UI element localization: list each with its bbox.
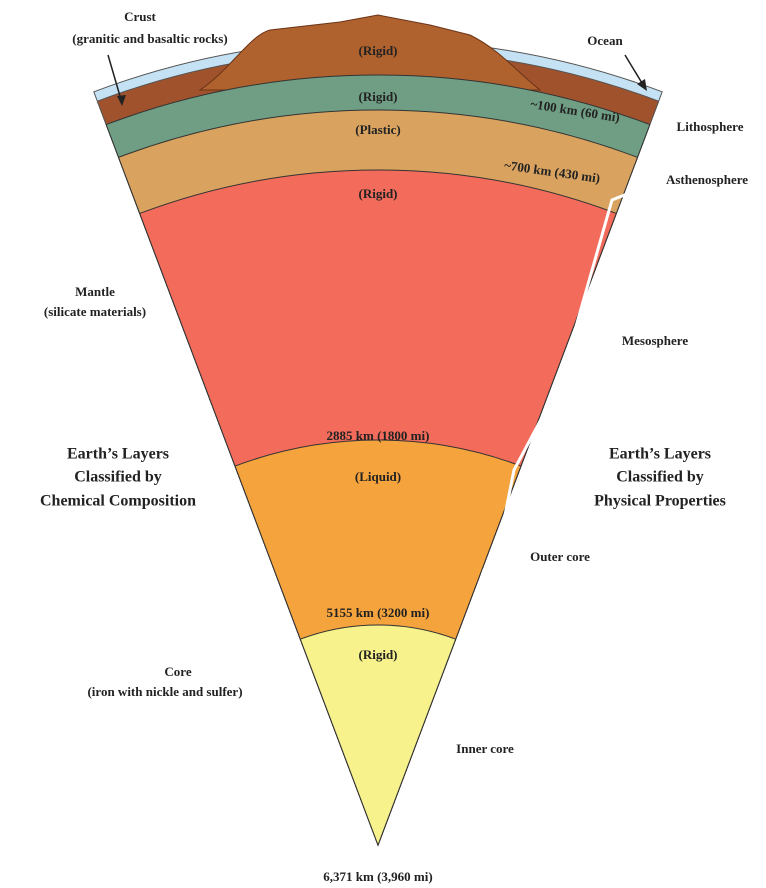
label: (silicate materials) bbox=[44, 304, 146, 319]
label: Crust bbox=[124, 9, 156, 24]
label: Core bbox=[164, 664, 191, 679]
heading: Physical Properties bbox=[594, 493, 726, 510]
label: Ocean bbox=[587, 33, 623, 48]
label: (iron with nickle and sulfer) bbox=[87, 684, 242, 699]
physical-label: Lithosphere bbox=[677, 119, 744, 134]
earth-layers-diagram: Crust (granitic and basaltic rocks) Ocea… bbox=[0, 0, 766, 888]
physical-label: Asthenosphere bbox=[666, 172, 748, 187]
physical-label: Mesosphere bbox=[622, 333, 688, 348]
heading: Chemical Composition bbox=[40, 493, 196, 510]
state-label: (Rigid) bbox=[359, 186, 398, 201]
state-label: (Liquid) bbox=[355, 469, 401, 484]
label: Mantle bbox=[75, 284, 115, 299]
physical-label: Inner core bbox=[456, 741, 514, 756]
physical-label: Outer core bbox=[530, 549, 590, 564]
heading: Earth’s Layers bbox=[67, 446, 169, 463]
heading: Earth’s Layers bbox=[609, 446, 711, 463]
label: (granitic and basaltic rocks) bbox=[72, 31, 227, 46]
state-label: (Plastic) bbox=[355, 122, 400, 137]
state-label: (Rigid) bbox=[359, 43, 398, 58]
state-label: (Rigid) bbox=[359, 89, 398, 104]
heading: Classified by bbox=[74, 469, 162, 486]
depth-label: 5155 km (3200 mi) bbox=[327, 605, 430, 620]
heading: Classified by bbox=[616, 469, 704, 486]
depth-label: 6,371 km (3,960 mi) bbox=[323, 869, 432, 884]
state-label: (Rigid) bbox=[359, 647, 398, 662]
depth-label: 2885 km (1800 mi) bbox=[327, 428, 430, 443]
